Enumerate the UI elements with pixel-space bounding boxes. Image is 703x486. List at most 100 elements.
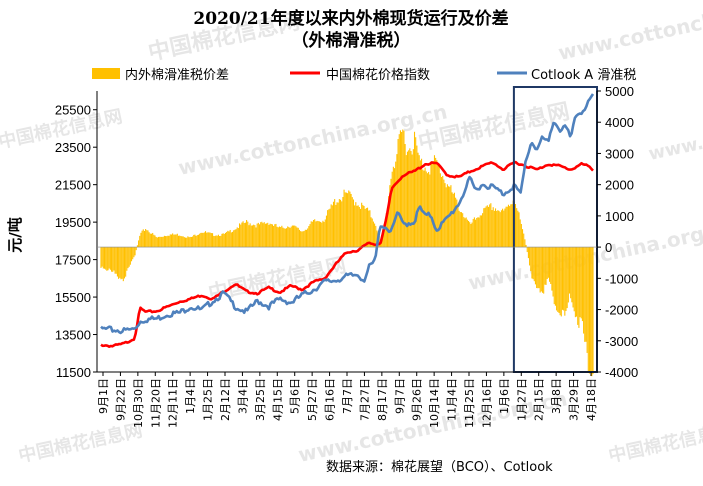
y-left-tick-label: 19500	[55, 215, 91, 230]
spread-bar	[552, 247, 554, 297]
spread-bar	[179, 235, 181, 248]
spread-bar	[243, 223, 245, 248]
legend-swatch-spread	[92, 68, 120, 79]
spread-bar	[436, 160, 438, 248]
spread-bar	[132, 247, 134, 260]
spread-bar	[554, 247, 556, 306]
spread-bar	[418, 155, 420, 248]
spread-bar	[263, 222, 265, 248]
x-tick-label: 8月17日	[376, 378, 389, 421]
spread-bar	[207, 232, 209, 248]
spread-bar	[177, 235, 180, 248]
x-tick-label: 1月25日	[202, 378, 215, 421]
spread-bar	[581, 247, 583, 322]
spread-bar	[186, 237, 188, 248]
spread-bar	[505, 206, 507, 248]
spread-bar	[321, 222, 323, 248]
y-right-tick-label: 5000	[605, 84, 634, 99]
spread-bar	[145, 229, 147, 248]
spread-bar	[242, 221, 244, 248]
spread-bar	[549, 247, 551, 282]
spread-bar	[130, 247, 133, 262]
spread-bar	[405, 155, 407, 248]
spread-bar	[307, 228, 309, 248]
spread-bar	[251, 225, 254, 248]
spread-bar	[141, 230, 143, 248]
chart-subtitle: （外棉滑准税）	[292, 30, 411, 51]
spread-bar	[325, 215, 327, 248]
y-right-tick-label: -1000	[605, 271, 638, 286]
spread-bar	[167, 235, 169, 248]
spread-bar	[541, 247, 544, 293]
spread-bar	[291, 225, 293, 248]
spread-bar	[146, 230, 148, 248]
spread-bar	[389, 185, 391, 248]
spread-bar	[464, 218, 466, 248]
spread-bar	[584, 247, 586, 342]
spread-bar	[280, 226, 282, 248]
spread-bar	[516, 208, 518, 248]
spread-bar	[563, 247, 565, 311]
x-tick-label: 7月7日	[341, 378, 354, 414]
spread-bar	[538, 247, 540, 289]
spread-bar	[523, 233, 525, 248]
spread-bar	[103, 247, 106, 269]
spread-bar	[378, 235, 380, 248]
spread-bar	[560, 247, 562, 317]
spread-bar	[318, 221, 320, 248]
spread-bar	[323, 221, 325, 248]
spread-bar	[384, 219, 386, 248]
spread-bar	[509, 206, 511, 248]
spread-bar	[510, 204, 512, 248]
spread-bar	[392, 166, 394, 248]
x-tick-label: 12月11日	[167, 378, 180, 428]
spread-bar	[122, 247, 124, 282]
spread-bar	[293, 225, 295, 248]
spread-bar	[161, 236, 163, 248]
spread-bar	[109, 247, 111, 270]
spread-bar	[246, 220, 248, 248]
spread-bar	[228, 231, 230, 248]
spread-bar	[140, 232, 142, 248]
spread-bar	[586, 247, 588, 353]
spread-bar	[197, 234, 200, 248]
spread-bar	[520, 223, 522, 248]
spread-bar	[423, 170, 425, 248]
x-tick-label: 3月4日	[236, 378, 249, 414]
spread-bar	[214, 236, 216, 248]
spread-bar	[590, 247, 592, 373]
spread-bar	[188, 237, 190, 248]
spread-bar	[587, 247, 589, 374]
spread-bar	[579, 247, 581, 318]
spread-bar	[490, 203, 492, 248]
spread-bar	[150, 233, 153, 248]
spread-bar	[336, 202, 338, 248]
x-tick-label: 3月29日	[568, 378, 581, 421]
spread-bar	[180, 236, 182, 248]
x-tick-label: 9月22日	[114, 378, 127, 421]
spread-bar	[397, 139, 399, 248]
spread-bar	[142, 229, 144, 248]
spread-bar	[335, 204, 337, 248]
spread-bar	[233, 230, 235, 248]
spread-bar	[334, 199, 336, 248]
spread-bar	[230, 232, 232, 248]
spread-bar	[547, 247, 549, 278]
spread-bar	[241, 222, 243, 248]
spread-bar	[192, 236, 194, 248]
spread-bar	[539, 247, 541, 293]
spread-bar	[503, 210, 505, 248]
spread-bar	[298, 229, 300, 248]
spread-bar	[493, 210, 495, 248]
x-tick-label: 9月1日	[97, 378, 110, 414]
spread-bar	[330, 204, 332, 248]
spread-bar	[258, 224, 261, 248]
spread-bar	[127, 247, 129, 269]
spread-bar	[522, 229, 524, 248]
spread-bar	[168, 235, 170, 248]
spread-bar	[356, 205, 358, 248]
legend: 内外棉滑准税价差 中国棉花价格指数 Cotlook A 滑准税	[92, 67, 636, 83]
spread-bar	[317, 221, 319, 248]
spread-bar	[432, 161, 434, 248]
spread-bar	[203, 232, 205, 248]
